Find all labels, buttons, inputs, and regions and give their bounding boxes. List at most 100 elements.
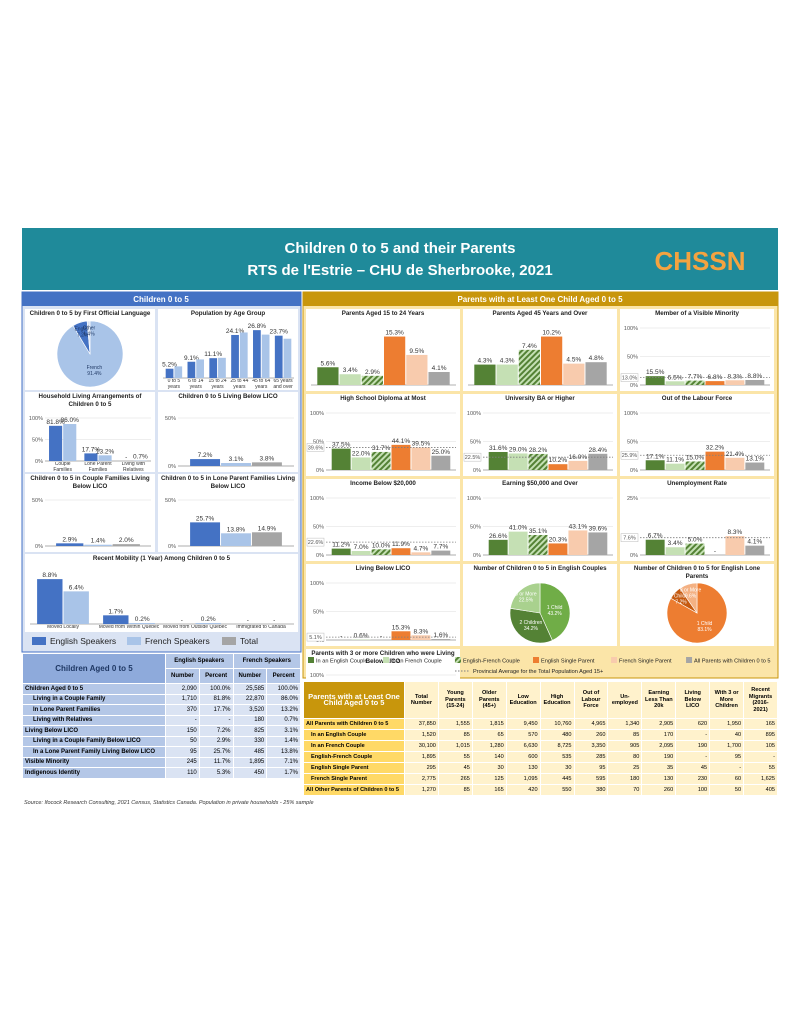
table-cell: 550 bbox=[539, 784, 575, 796]
value-label: 39.6% bbox=[589, 525, 608, 532]
provincial-label: 39.6% bbox=[308, 445, 324, 451]
y-tick-label: 50% bbox=[313, 440, 324, 446]
y-tick-label: 100% bbox=[310, 581, 324, 587]
table-row: In an English Couple 1,520 85 65 570 480 260 85… bbox=[303, 729, 778, 741]
table-title: Parents with at Least One Child Aged 0 t… bbox=[303, 681, 405, 719]
bar bbox=[190, 459, 221, 466]
table-cell: 7.1% bbox=[266, 756, 301, 768]
bar bbox=[221, 463, 251, 466]
legend-swatch bbox=[611, 657, 618, 663]
value-label: 23.7% bbox=[269, 329, 288, 336]
subtitle: RTS de l'Estrie – CHU de Sherbrooke, 202… bbox=[247, 262, 552, 279]
bar bbox=[84, 544, 112, 546]
bar bbox=[98, 455, 112, 461]
y-tick-label: 100% bbox=[310, 496, 324, 502]
row-label: English-French Couple bbox=[303, 751, 405, 763]
bar bbox=[129, 622, 155, 624]
value-label: - bbox=[340, 633, 342, 640]
bar bbox=[371, 451, 391, 470]
table-cell: 1,270 bbox=[404, 784, 439, 796]
provincial-label-box bbox=[463, 452, 482, 462]
value-label: 3.8% bbox=[260, 455, 275, 462]
table-cell: 1,555 bbox=[437, 718, 473, 730]
table-row: All Parents with Children 0 to 5 37,850 1,… bbox=[303, 718, 778, 730]
chart-title-box: Parents with 3 or more Children who were… bbox=[311, 650, 454, 665]
table-cell: 13.8% bbox=[266, 746, 301, 758]
pie-value-label: 7.2% bbox=[675, 599, 687, 605]
pie-category-label: 2 Children bbox=[520, 620, 543, 626]
category-label-box: Moved from Within Quebec bbox=[99, 625, 160, 630]
category-label-box: 25 to 44 years bbox=[230, 379, 248, 389]
value-label: 26.8% bbox=[248, 323, 267, 330]
provincial-label-box bbox=[306, 537, 325, 547]
pie-category-label: 3 or More bbox=[680, 587, 702, 593]
value-label: 9.5% bbox=[409, 348, 424, 355]
table-row: In an French Couple 30,100 1,015 1,280 6,630… bbox=[303, 740, 778, 752]
bar bbox=[218, 357, 226, 378]
value-label: 15.3% bbox=[385, 330, 404, 337]
table-cell: 11.7% bbox=[198, 756, 234, 768]
value-label: 3.4% bbox=[668, 540, 683, 547]
value-label: 8.3% bbox=[727, 529, 742, 536]
value-label: 31.7% bbox=[372, 445, 391, 452]
table-cell: 85 bbox=[437, 784, 473, 796]
value-label: 6.4% bbox=[69, 584, 84, 591]
pie-category-label: 1 Child bbox=[697, 621, 713, 627]
chart-title-box: Parents Aged 15 to 24 Years bbox=[342, 310, 425, 317]
category-label: Moved from Outside Quebec bbox=[163, 625, 227, 630]
table-cell: 1,950 bbox=[709, 718, 745, 730]
table-cell: 1,015 bbox=[437, 740, 473, 752]
legend-label: In an French Couple bbox=[391, 659, 442, 665]
value-label: 15.0% bbox=[686, 454, 705, 461]
chart-title: Earning $50,000 and Over bbox=[502, 480, 578, 487]
table-cell: 0.7% bbox=[266, 714, 301, 726]
bar bbox=[588, 453, 608, 470]
pie-slice bbox=[539, 582, 571, 641]
bar bbox=[745, 462, 765, 470]
value-label: 5.0% bbox=[688, 537, 703, 544]
value-label: 7.7% bbox=[688, 374, 703, 381]
table-cell: 295 bbox=[404, 762, 439, 774]
table-cell: 450 bbox=[232, 767, 268, 779]
bar bbox=[685, 461, 705, 470]
value-label: 10.0% bbox=[372, 542, 391, 549]
y-tick-label: 50% bbox=[627, 355, 638, 361]
chart-title-box: Children 0 to 5 Living Below LICO bbox=[178, 393, 277, 400]
bar bbox=[239, 332, 248, 378]
bar bbox=[209, 358, 218, 378]
bar bbox=[351, 457, 371, 470]
value-label: 4.8% bbox=[589, 355, 604, 362]
chart-title: Living Below LICO bbox=[355, 565, 411, 572]
table-cell: 190 bbox=[641, 751, 677, 763]
bar bbox=[725, 457, 745, 470]
bar bbox=[705, 381, 725, 385]
category-label: 45 to 64 years bbox=[252, 379, 271, 390]
table-cell: 600 bbox=[505, 751, 541, 763]
pie-value-label: 22.5% bbox=[519, 598, 534, 604]
bar bbox=[745, 545, 765, 555]
value-label: 14.9% bbox=[258, 525, 277, 532]
bar bbox=[685, 380, 705, 385]
legend-label: Total bbox=[240, 636, 258, 646]
pie-value-label: 9.6% bbox=[685, 593, 697, 599]
bar bbox=[645, 539, 665, 555]
pie-value-label: 34.2% bbox=[524, 626, 539, 632]
parents-table: Parents with at Least One Child Aged 0 t… bbox=[303, 681, 778, 796]
table-cell: 265 bbox=[437, 773, 473, 785]
value-label: 41.0% bbox=[509, 525, 528, 532]
bar bbox=[112, 544, 140, 546]
y-tick-label: 0% bbox=[473, 468, 481, 474]
y-tick-label: 0% bbox=[630, 468, 638, 474]
chart-title-box: Unemployment Rate bbox=[667, 480, 727, 487]
table-cell: 170 bbox=[641, 729, 677, 741]
row-label: Living Below LICO bbox=[22, 725, 166, 737]
provincial-label: 7.6% bbox=[623, 536, 636, 542]
y-tick-label: 100% bbox=[467, 411, 481, 417]
bar bbox=[84, 453, 98, 461]
table-cell: 60 bbox=[709, 773, 745, 785]
left-panel-header bbox=[22, 292, 301, 306]
logo: CHSSN bbox=[654, 246, 745, 276]
table-cell: 895 bbox=[743, 729, 778, 741]
value-label: - bbox=[125, 454, 127, 461]
table-cell: 5.3% bbox=[198, 767, 234, 779]
